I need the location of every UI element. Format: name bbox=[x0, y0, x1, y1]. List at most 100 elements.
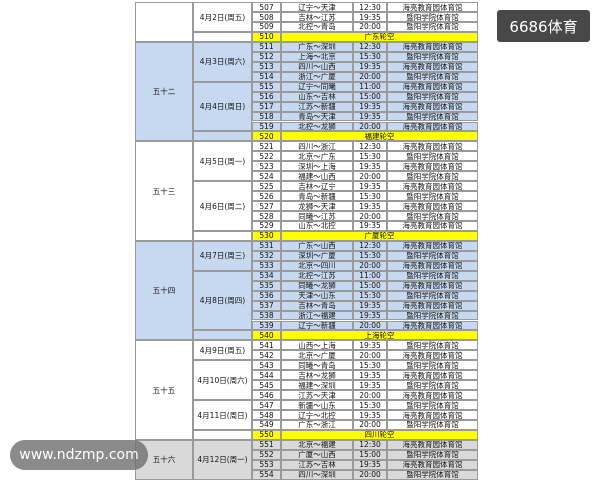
date: 4月12日(周一) bbox=[193, 439, 252, 480]
time: 15:30 bbox=[353, 151, 387, 162]
bye-number: 520 bbox=[252, 131, 281, 142]
matchup: 广东～深圳 bbox=[281, 41, 353, 52]
game-number: 548 bbox=[252, 410, 281, 420]
time: 15:00 bbox=[353, 449, 387, 460]
venue: 暨阳学院体育馆 bbox=[387, 449, 478, 460]
date bbox=[193, 31, 252, 42]
matchup: 青岛～新疆 bbox=[281, 191, 353, 202]
time: 20:00 bbox=[353, 390, 387, 401]
bye-team: 广厦轮空 bbox=[281, 230, 478, 241]
matchup: 四川～深圳 bbox=[281, 469, 353, 480]
matchup: 辽宁～新疆 bbox=[281, 320, 353, 331]
time: 20:00 bbox=[353, 171, 387, 182]
time: 19:35 bbox=[353, 61, 387, 72]
matchup: 吉林～江苏 bbox=[281, 12, 353, 22]
time: 19:35 bbox=[353, 161, 387, 172]
venue: 暨阳学院体育馆 bbox=[387, 51, 478, 62]
matchup: 福建～山西 bbox=[281, 171, 353, 182]
venue: 海亮教育园体育馆 bbox=[387, 121, 478, 132]
game-number: 518 bbox=[252, 111, 281, 122]
time: 20:00 bbox=[353, 469, 387, 480]
time: 20:00 bbox=[353, 320, 387, 331]
time: 20:00 bbox=[353, 420, 387, 430]
time: 11:00 bbox=[353, 81, 387, 92]
time: 19:35 bbox=[353, 201, 387, 212]
game-number: 512 bbox=[252, 51, 281, 62]
matchup: 北京～四川 bbox=[281, 260, 353, 271]
time: 20:00 bbox=[353, 22, 387, 32]
matchup: 同曦～青岛 bbox=[281, 360, 353, 371]
game-number: 533 bbox=[252, 260, 281, 271]
matchup: 广厦～山西 bbox=[281, 449, 353, 460]
venue: 暨阳学院体育馆 bbox=[387, 91, 478, 102]
matchup: 同曦～江苏 bbox=[281, 211, 353, 221]
venue: 海亮教育园体育馆 bbox=[387, 201, 478, 212]
time: 20:00 bbox=[353, 121, 387, 132]
bye-team: 四川轮空 bbox=[281, 429, 478, 440]
round: 五十四 bbox=[135, 240, 193, 341]
matchup: 福建～深圳 bbox=[281, 380, 353, 391]
game-number: 508 bbox=[252, 12, 281, 22]
time: 19:35 bbox=[353, 300, 387, 311]
venue: 海亮教育园体育馆 bbox=[387, 390, 478, 401]
game-number: 554 bbox=[252, 469, 281, 480]
game-number: 526 bbox=[252, 191, 281, 202]
game-number: 514 bbox=[252, 71, 281, 82]
game-number: 511 bbox=[252, 41, 281, 52]
matchup: 深圳～广厦 bbox=[281, 250, 353, 261]
bye-number: 510 bbox=[252, 31, 281, 42]
round: 五十三 bbox=[135, 141, 193, 241]
matchup: 吉林～青岛 bbox=[281, 300, 353, 311]
matchup: 北控～青岛 bbox=[281, 22, 353, 32]
venue: 暨阳学院体育馆 bbox=[387, 71, 478, 82]
date bbox=[193, 230, 252, 241]
matchup: 辽宁～同曦 bbox=[281, 81, 353, 92]
matchup: 浙江～广厦 bbox=[281, 71, 353, 82]
round bbox=[135, 2, 193, 42]
game-number: 539 bbox=[252, 320, 281, 331]
bye-number: 530 bbox=[252, 230, 281, 241]
time: 15:00 bbox=[353, 91, 387, 102]
time: 15:30 bbox=[353, 250, 387, 261]
game-number: 515 bbox=[252, 81, 281, 92]
date: 4月3日(周六) bbox=[193, 41, 252, 82]
date: 4月11日(周日) bbox=[193, 400, 252, 430]
time: 19:35 bbox=[353, 221, 387, 231]
time: 15:30 bbox=[353, 191, 387, 202]
venue: 海亮教育园体育馆 bbox=[387, 350, 478, 361]
venue: 海亮教育园体育馆 bbox=[387, 320, 478, 331]
time: 11:00 bbox=[353, 270, 387, 281]
game-number: 513 bbox=[252, 61, 281, 72]
matchup: 北控～江苏 bbox=[281, 270, 353, 281]
venue: 海亮教育园体育馆 bbox=[387, 221, 478, 231]
game-number: 529 bbox=[252, 221, 281, 231]
matchup: 山西～上海 bbox=[281, 340, 353, 351]
bye-number: 550 bbox=[252, 429, 281, 440]
venue: 海亮教育园体育馆 bbox=[387, 41, 478, 52]
date: 4月9日(周五) bbox=[193, 340, 252, 361]
venue: 海亮教育园体育馆 bbox=[387, 370, 478, 381]
time: 19:35 bbox=[353, 310, 387, 321]
matchup: 北京～广厦 bbox=[281, 350, 353, 361]
time: 20:00 bbox=[353, 71, 387, 82]
game-number: 523 bbox=[252, 161, 281, 172]
game-number: 537 bbox=[252, 300, 281, 311]
time: 12:30 bbox=[353, 240, 387, 251]
venue: 暨阳学院体育馆 bbox=[387, 310, 478, 321]
venue: 暨阳学院体育馆 bbox=[387, 420, 478, 430]
matchup: 山东～北控 bbox=[281, 221, 353, 231]
time: 15:00 bbox=[353, 280, 387, 291]
date: 4月8日(周四) bbox=[193, 270, 252, 331]
venue: 海亮教育园体育馆 bbox=[387, 439, 478, 450]
game-number: 553 bbox=[252, 459, 281, 470]
venue: 海亮教育园体育馆 bbox=[387, 300, 478, 311]
matchup: 江苏～新疆 bbox=[281, 101, 353, 112]
matchup: 青岛～天津 bbox=[281, 111, 353, 122]
game-number: 519 bbox=[252, 121, 281, 132]
time: 15:30 bbox=[353, 51, 387, 62]
time: 19:35 bbox=[353, 101, 387, 112]
matchup: 北京～福建 bbox=[281, 439, 353, 450]
matchup: 广东～浙江 bbox=[281, 420, 353, 430]
venue: 暨阳学院体育馆 bbox=[387, 171, 478, 182]
venue: 海亮教育园体育馆 bbox=[387, 181, 478, 192]
